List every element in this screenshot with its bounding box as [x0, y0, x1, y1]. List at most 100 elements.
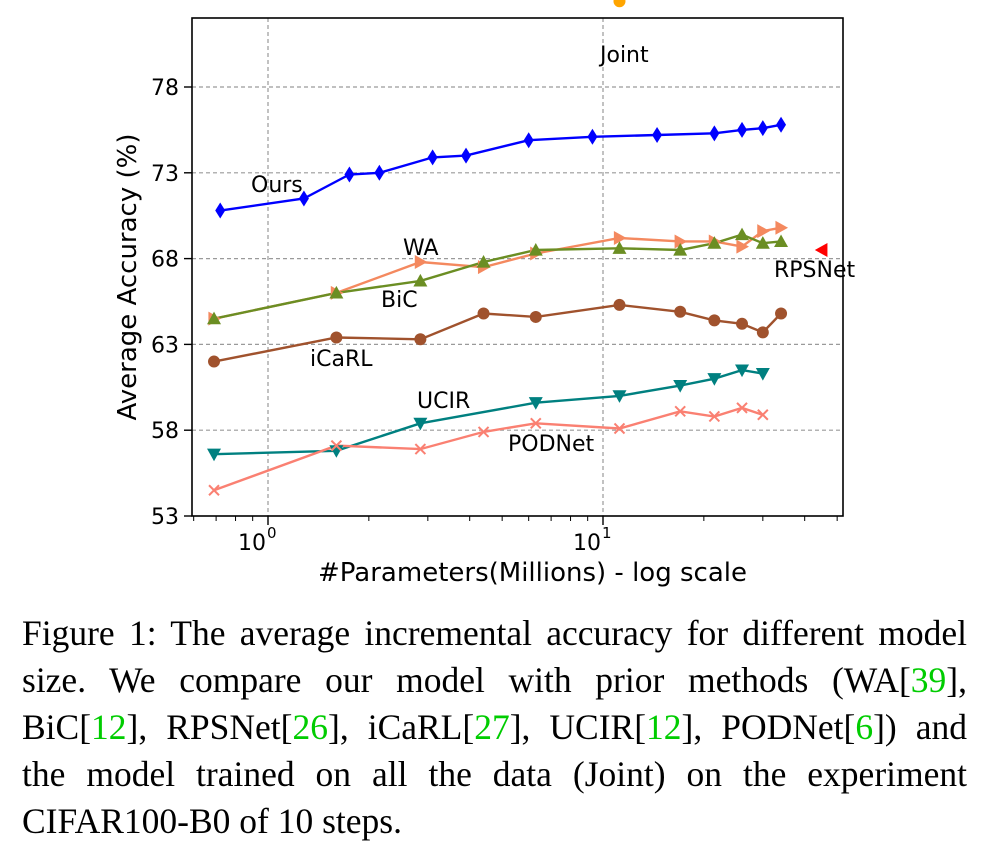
- data-point-ucir: [528, 397, 543, 410]
- citation-link[interactable]: 27: [474, 707, 510, 747]
- data-point-icarl: [477, 307, 490, 320]
- y-tick-label: 68: [151, 248, 179, 273]
- data-point-icarl: [756, 326, 769, 339]
- x-marker-stroke: [530, 417, 542, 430]
- data-point-ucir: [413, 417, 428, 431]
- data-point-ours: [344, 166, 355, 183]
- series-label-joint: Joint: [598, 43, 649, 68]
- data-point-ours: [523, 132, 534, 149]
- series-labels: Ours WA BiC iCaRL UCIR PODNet Joint RPSNet: [251, 43, 856, 457]
- y-tick-label: 53: [151, 505, 179, 530]
- data-point-ucir: [612, 390, 627, 403]
- data-point-icarl: [775, 307, 788, 320]
- data-point-ucir: [735, 364, 750, 378]
- caption-text: ], RPSNet[: [126, 707, 293, 747]
- series-line-icarl: [213, 303, 782, 363]
- caption-text: ], iCaRL[: [328, 707, 475, 747]
- data-point-ours: [776, 116, 787, 133]
- series-markers: [207, 0, 828, 496]
- x-marker-stroke: [736, 402, 748, 414]
- data-point-ours: [757, 120, 768, 137]
- data-point-bic: [735, 227, 750, 241]
- data-point-bic: [207, 311, 222, 325]
- data-point-icarl: [330, 331, 343, 344]
- series-label-wa: WA: [403, 236, 439, 261]
- series-label-ours: Ours: [251, 173, 303, 198]
- data-point-ours: [298, 190, 309, 207]
- data-point-bic: [774, 234, 789, 248]
- x-marker-stroke: [757, 409, 769, 421]
- series-label-ucir: UCIR: [417, 389, 470, 414]
- data-point-wa: [736, 239, 750, 254]
- data-point-ucir: [755, 367, 770, 381]
- x-marker-stroke: [477, 426, 490, 438]
- figure-caption: Figure 1: The average incremental accura…: [22, 610, 967, 845]
- x-marker-stroke: [674, 405, 686, 418]
- y-tick-label: 58: [151, 419, 179, 444]
- x-marker-stroke: [330, 439, 343, 452]
- citation-link[interactable]: 12: [646, 707, 682, 747]
- x-marker-stroke: [613, 422, 626, 435]
- data-point-ours: [461, 147, 472, 164]
- data-point-rpsnet: [814, 243, 828, 258]
- data-point-bic: [329, 285, 344, 299]
- data-point-ours: [427, 149, 438, 166]
- data-point-ucir: [673, 379, 688, 393]
- series-label-bic: BiC: [381, 288, 418, 313]
- data-point-icarl: [613, 298, 626, 311]
- data-point-wa: [757, 224, 770, 239]
- series-line-bic: [213, 233, 782, 320]
- data-point-wa: [414, 255, 428, 270]
- data-point-podnet: [414, 443, 427, 455]
- data-point-bic: [612, 241, 627, 254]
- series-line-podnet: [213, 406, 764, 492]
- citation-link[interactable]: 12: [91, 707, 127, 747]
- caption-text: ], PODNet[: [681, 707, 856, 747]
- data-point-icarl: [674, 305, 687, 318]
- citation-link[interactable]: 39: [910, 660, 947, 700]
- x-marker-stroke: [708, 410, 721, 423]
- caption-text: Figure 1: The average incremental accura…: [22, 613, 967, 700]
- data-point-bic: [413, 273, 428, 287]
- data-point-ours: [709, 125, 720, 142]
- data-point-icarl: [708, 314, 721, 327]
- citation-link[interactable]: 6: [855, 707, 874, 747]
- data-point-wa: [674, 234, 688, 249]
- data-point-ours: [215, 202, 226, 219]
- data-point-bic: [476, 255, 491, 268]
- data-point-ucir: [207, 448, 222, 462]
- x-tick-exponent: 0: [267, 524, 277, 542]
- series-label-rpsnet: RPSNet: [774, 258, 856, 283]
- caption-text: ]) and the model trained on all the data…: [22, 707, 967, 841]
- data-point-podnet: [757, 409, 769, 421]
- series-label-icarl: iCaRL: [310, 347, 373, 372]
- caption-text: ], BiC[: [22, 660, 967, 747]
- data-point-podnet: [613, 422, 626, 435]
- data-point-wa: [613, 231, 627, 246]
- x-axis-label: #Parameters(Millions) - log scale: [318, 558, 747, 588]
- y-tick-label: 78: [151, 76, 179, 101]
- x-tick-label: 10: [238, 531, 266, 556]
- data-point-bic: [673, 243, 688, 256]
- x-tick-exponent: 1: [602, 524, 612, 542]
- data-point-icarl: [414, 333, 427, 346]
- data-point-icarl: [208, 355, 221, 368]
- x-tick-label: 10: [573, 531, 601, 556]
- data-point-podnet: [530, 417, 542, 430]
- data-point-icarl: [736, 317, 749, 330]
- data-point-podnet: [708, 410, 721, 423]
- data-point-bic: [755, 236, 770, 249]
- data-point-icarl: [529, 310, 542, 323]
- data-point-bic: [707, 236, 722, 249]
- data-point-joint: [613, 0, 626, 8]
- data-point-ucir: [707, 373, 722, 386]
- plot-frame: [191, 17, 844, 517]
- citation-link[interactable]: 26: [292, 707, 329, 747]
- data-point-podnet: [477, 426, 490, 438]
- data-point-ours: [652, 127, 663, 144]
- data-point-ours: [587, 128, 598, 145]
- data-point-ours: [737, 121, 748, 138]
- data-point-podnet: [736, 402, 748, 414]
